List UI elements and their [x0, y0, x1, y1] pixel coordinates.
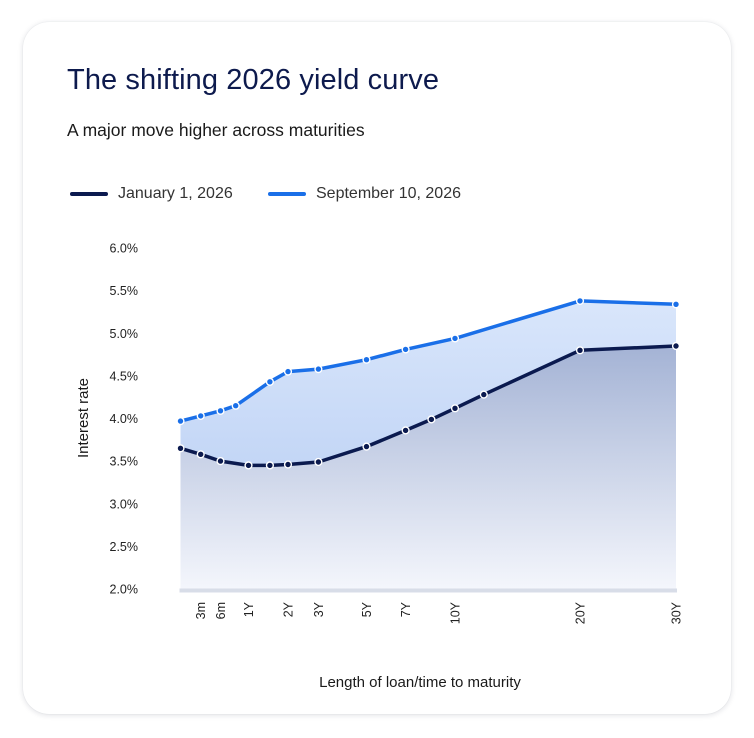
legend-swatch-january	[70, 192, 108, 196]
area-under-january-curve	[180, 346, 676, 589]
data-point-january[interactable]	[479, 390, 488, 399]
x-tick-label: 10Y	[448, 601, 462, 624]
legend-label-january: January 1, 2026	[118, 185, 233, 202]
x-tick-label: 6m	[214, 602, 228, 619]
data-point-january[interactable]	[283, 460, 293, 469]
data-point-september[interactable]	[283, 367, 293, 376]
x-tick-label: 30Y	[670, 601, 684, 624]
data-point-january[interactable]	[314, 457, 323, 467]
data-point-september[interactable]	[314, 365, 323, 374]
data-point-september[interactable]	[401, 345, 410, 354]
data-point-september[interactable]	[265, 377, 275, 386]
legend-item-january[interactable]: January 1, 2026	[70, 183, 233, 205]
y-tick-label: 6.0%	[110, 242, 139, 256]
x-tick-label: 7Y	[399, 601, 413, 617]
x-tick-label: 3Y	[312, 601, 326, 617]
area-between-curves	[180, 300, 676, 466]
y-axis-title: Interest rate	[75, 378, 92, 458]
legend-swatch-september	[268, 192, 306, 196]
y-axis-ticks: 6.0% 5.5% 5.0% 4.5% 4.0% 3.5% 3.0% 2.5% 2.0%	[110, 242, 139, 597]
data-point-january[interactable]	[176, 444, 185, 453]
data-point-september[interactable]	[231, 401, 240, 410]
data-point-september[interactable]	[362, 355, 371, 364]
x-axis-title: Length of loan/time to maturity	[319, 674, 521, 691]
chart-title: The shifting 2026 yield curve	[67, 64, 440, 96]
series-line-january-1-2026	[178, 344, 678, 468]
series-points-september-10-2026	[176, 296, 681, 426]
x-tick-label: 1Y	[242, 601, 256, 617]
data-point-january[interactable]	[401, 426, 410, 435]
data-point-january[interactable]	[427, 415, 436, 424]
y-tick-label: 5.5%	[110, 284, 139, 298]
data-point-september[interactable]	[450, 334, 460, 343]
data-point-september[interactable]	[671, 300, 681, 309]
x-tick-label: 20Y	[574, 601, 588, 624]
x-tick-label: 3m	[194, 602, 208, 619]
y-tick-label: 2.5%	[110, 540, 139, 554]
data-point-september[interactable]	[196, 411, 205, 421]
data-point-september[interactable]	[216, 406, 225, 415]
data-point-january[interactable]	[450, 404, 460, 413]
data-point-september[interactable]	[575, 296, 585, 306]
x-tick-label: 5Y	[360, 601, 374, 617]
x-axis-ticks: 3m 6m 1Y 2Y 3Y 5Y 7Y 10Y 20Y 30Y	[194, 601, 683, 624]
series-points-january-1-2026	[176, 341, 681, 470]
legend-item-september[interactable]: September 10, 2026	[268, 183, 461, 205]
x-tick-label: 2Y	[282, 601, 296, 617]
data-point-january[interactable]	[265, 461, 275, 470]
data-point-january[interactable]	[671, 341, 681, 351]
chart-subtitle: A major move higher across maturities	[67, 120, 365, 140]
data-point-january[interactable]	[216, 457, 225, 466]
y-tick-label: 3.0%	[110, 497, 139, 511]
data-point-september[interactable]	[176, 417, 185, 426]
y-tick-label: 4.5%	[110, 369, 139, 383]
data-point-january[interactable]	[196, 450, 205, 459]
y-tick-label: 4.0%	[110, 412, 139, 426]
data-point-january[interactable]	[362, 442, 371, 451]
y-tick-label: 5.0%	[110, 327, 139, 341]
y-tick-label: 2.0%	[110, 583, 139, 597]
data-point-january[interactable]	[575, 346, 585, 355]
legend-label-september: September 10, 2026	[316, 185, 461, 202]
y-tick-label: 3.5%	[110, 455, 139, 469]
data-point-january[interactable]	[244, 461, 253, 470]
